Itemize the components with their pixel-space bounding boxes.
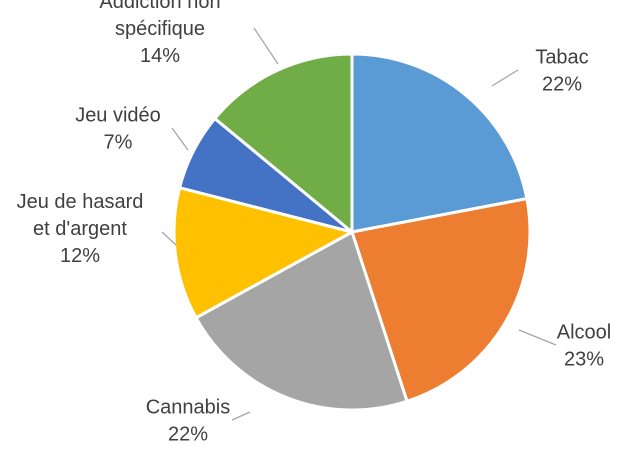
pie-slices (172, 52, 532, 412)
data-label-tabac: Tabac 22% (535, 47, 588, 96)
label-name-line: spécifique (115, 18, 205, 40)
data-labels: Tabac 22% Alcool 23% Cannabis 22% Jeu de hasar… (17, 0, 612, 446)
label-percent: 14% (140, 45, 180, 67)
label-name-line: Jeu vidéo (75, 105, 161, 127)
label-name-line: Jeu de hasard (17, 191, 144, 213)
data-label-jeu-de-hasard-et-d-argent: Jeu de hasard et d'argent 12% (17, 191, 144, 267)
label-percent: 22% (542, 74, 582, 96)
label-percent: 7% (104, 132, 133, 154)
pie-slice-addiction-non-specifique (212, 52, 354, 236)
label-name-line: Addiction non (99, 0, 220, 13)
leader-line-jeu-video (171, 127, 189, 151)
label-name-line: Cannabis (146, 397, 231, 419)
label-name-line: Tabac (535, 47, 588, 69)
leader-line-cannabis (231, 411, 251, 421)
pie-slice-alcool (350, 196, 532, 404)
pie-slice-jeu-de-hasard-et-d-argent (172, 185, 357, 320)
pie-slice-cannabis (193, 229, 409, 412)
label-name-line: Alcool (557, 322, 611, 344)
label-percent: 23% (564, 349, 604, 371)
leader-line-alcool (518, 329, 557, 346)
pie-slice-tabac (350, 52, 529, 234)
data-label-jeu-video: Jeu vidéo 7% (75, 105, 161, 154)
label-name-line: et d'argent (33, 218, 127, 240)
leader-line-jeu-de-hasard-et-d-argent (161, 231, 177, 246)
leader-line-addiction-non-specifique (253, 27, 279, 65)
leader-line-tabac (491, 69, 519, 87)
label-percent: 12% (60, 245, 100, 267)
data-label-addiction-non-specifique: Addiction non spécifique 14% (99, 0, 220, 67)
label-percent: 22% (168, 424, 208, 446)
data-label-cannabis: Cannabis 22% (146, 397, 231, 446)
leader-lines (161, 27, 557, 421)
data-label-alcool: Alcool 23% (557, 322, 611, 371)
